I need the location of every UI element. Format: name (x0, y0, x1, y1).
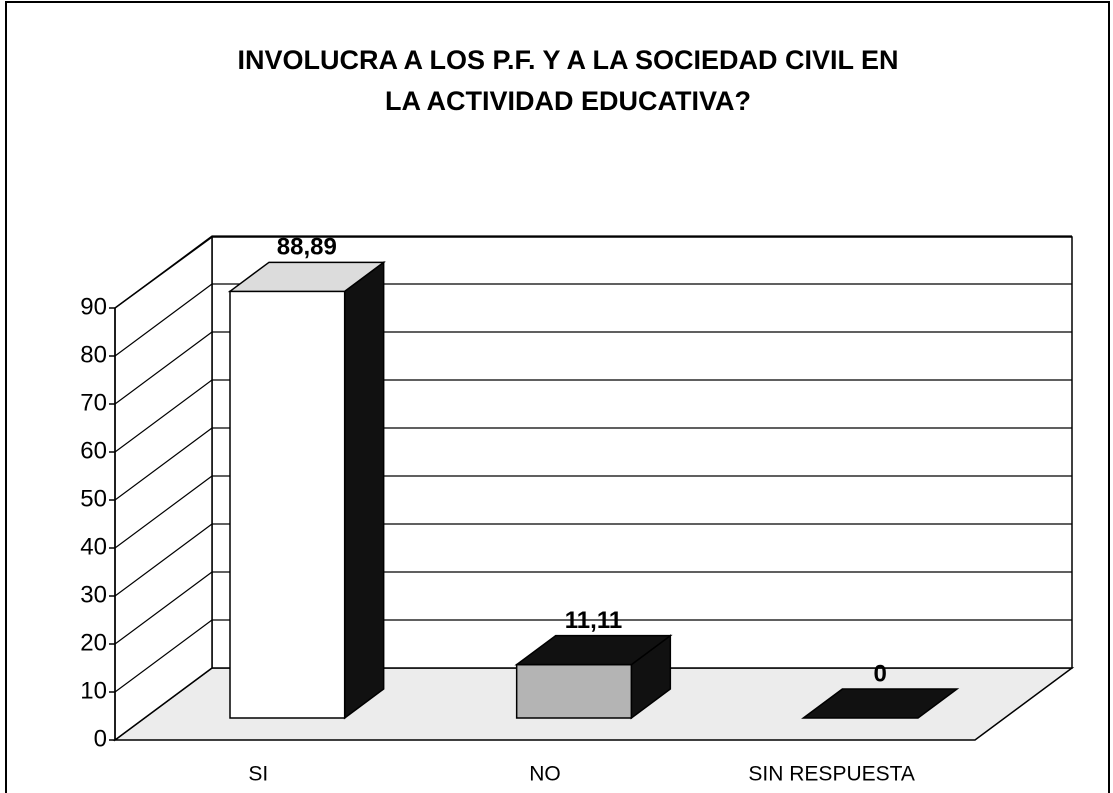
y-tick-label: 50 (80, 485, 107, 512)
chart-title: INVOLUCRA A LOS P.F. Y A LA SOCIEDAD CIV… (237, 45, 898, 75)
bar (515, 663, 633, 719)
grid-line (114, 283, 1072, 357)
bar (229, 290, 346, 719)
value-label: 11,11 (565, 607, 622, 634)
y-tick-label: 80 (80, 341, 107, 368)
grid-line (114, 523, 1072, 597)
x-tick-label: NO (529, 763, 561, 786)
y-tick-label: 30 (80, 581, 107, 608)
grid-line (114, 235, 1072, 309)
frame (5, 1, 1110, 793)
y-tick-label: 60 (80, 437, 107, 464)
x-tick-label: SIN RESPUESTA (748, 763, 914, 786)
chart-title: LA ACTIVIDAD EDUCATIVA? (385, 86, 751, 116)
bar-side (343, 260, 385, 720)
grid-line (114, 331, 1072, 405)
value-label: 0 (873, 660, 886, 687)
value-label: 88,89 (277, 234, 337, 261)
grid-line (114, 571, 1072, 645)
y-tick-label: 20 (80, 629, 107, 656)
grid-line (114, 619, 1072, 693)
y-tick-label: 10 (80, 677, 107, 704)
y-tick-label: 90 (80, 293, 107, 320)
grid-line (114, 379, 1072, 453)
y-tick-label: 70 (80, 389, 107, 416)
y-tick-label: 0 (94, 725, 107, 752)
y-tick-label: 40 (80, 533, 107, 560)
grid-line (114, 427, 1072, 501)
bar-top (227, 261, 386, 293)
bar-top (801, 688, 960, 719)
grid-line (114, 475, 1072, 549)
x-tick-label: SI (248, 763, 268, 786)
bar-top (514, 634, 673, 666)
